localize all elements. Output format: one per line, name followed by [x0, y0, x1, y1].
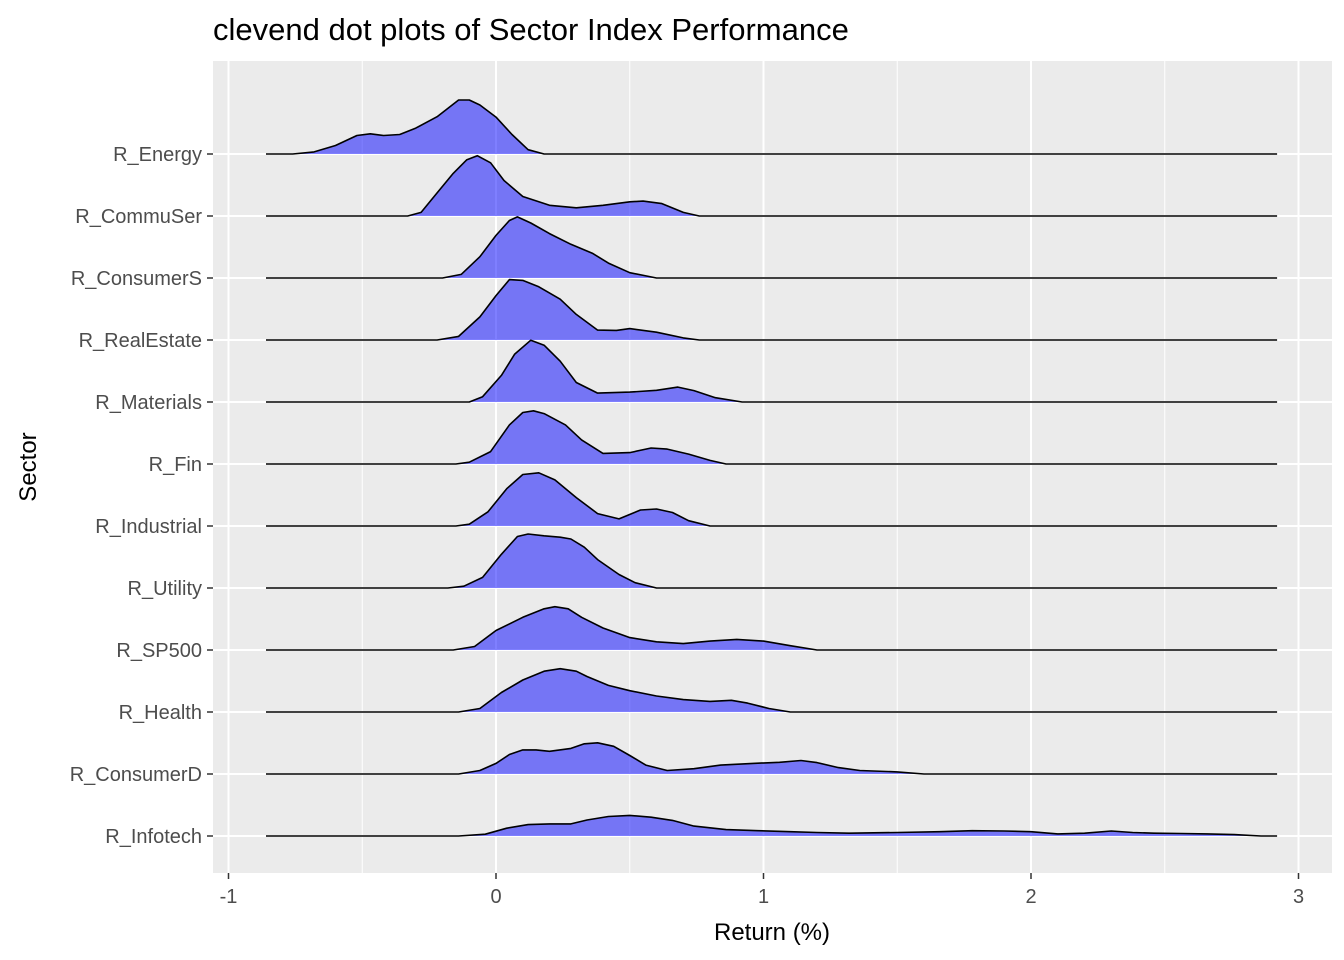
y-tick-label: R_CommuSer — [75, 206, 202, 228]
ridge-outline-R_Fin — [266, 410, 1278, 465]
y-tick-label: R_ConsumerD — [70, 764, 202, 786]
y-tick-label: R_Fin — [149, 454, 202, 476]
y-tick-label: R_Industrial — [95, 516, 202, 538]
ridge-outline-R_Materials — [266, 339, 1278, 403]
x-axis-title: Return (%) — [714, 919, 830, 946]
x-tick-label: 1 — [758, 886, 769, 908]
y-tick-label: R_Materials — [95, 392, 202, 414]
ridge-outline-R_Health — [266, 667, 1278, 713]
y-tick-label: R_Infotech — [105, 826, 202, 848]
ridge-outline-R_ConsumerS — [266, 216, 1278, 279]
ridge-fill-R_Materials — [469, 340, 743, 402]
ridge-fill-R_RealEstate — [437, 279, 700, 340]
x-tick-label: 2 — [1025, 886, 1036, 908]
y-axis-title: Sector — [15, 432, 42, 501]
ridge-outline-R_Utility — [266, 533, 1278, 589]
ridge-fill-R_Utility — [447, 534, 657, 588]
ridge-fill-R_Fin — [455, 410, 726, 464]
ridge-outline-R_ConsumerD — [266, 742, 1278, 775]
ridge-outline-R_CommuSer — [266, 154, 1278, 217]
y-tick-label: R_ConsumerS — [71, 268, 202, 290]
ridge-fill-R_Health — [458, 668, 791, 712]
ridge-fill-R_Industrial — [455, 472, 710, 526]
x-tick-label: 0 — [490, 886, 501, 908]
ridge-fill-R_ConsumerS — [442, 216, 657, 278]
ridge-fill-R_SP500 — [453, 606, 817, 650]
ridge-outline-R_Energy — [266, 99, 1278, 155]
y-tick-label: R_Energy — [113, 144, 202, 166]
y-axis: R_Energy R_CommuSer R_ConsumerS R_RealEstat… — [70, 144, 213, 848]
y-tick-label: R_SP500 — [116, 640, 202, 662]
ridges — [266, 99, 1278, 837]
chart-title: clevend dot plots of Sector Index Perfor… — [213, 12, 849, 47]
plot-panel — [213, 61, 1332, 873]
y-tick-label: R_Health — [119, 702, 202, 724]
ridge-fill-R_CommuSer — [407, 155, 700, 216]
ridge-outline-R_Infotech — [266, 814, 1278, 837]
x-tick-label: 3 — [1293, 886, 1304, 908]
ridge-fill-R_Infotech — [458, 815, 1262, 836]
ridge-outline-R_RealEstate — [266, 278, 1278, 341]
y-tick-label: R_Utility — [128, 578, 202, 600]
x-axis: -1 0 1 2 3 — [220, 873, 1304, 908]
y-tick-label: R_RealEstate — [79, 330, 202, 352]
x-tick-label: -1 — [220, 886, 238, 908]
ridge-outline-R_Industrial — [266, 472, 1278, 527]
ridge-fill-R_ConsumerD — [458, 742, 924, 774]
ridge-outline-R_SP500 — [266, 605, 1278, 651]
